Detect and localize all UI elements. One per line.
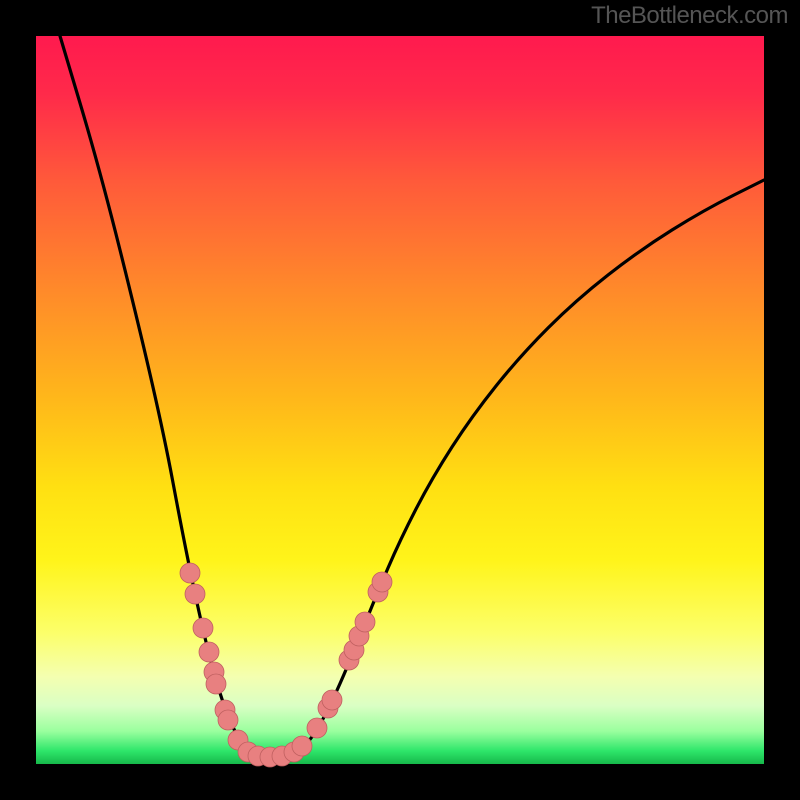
data-marker — [193, 618, 213, 638]
chart-container: TheBottleneck.com — [0, 0, 800, 800]
data-marker — [372, 572, 392, 592]
data-marker — [206, 674, 226, 694]
data-marker — [307, 718, 327, 738]
data-marker — [199, 642, 219, 662]
bottleneck-chart — [0, 0, 800, 800]
watermark-text: TheBottleneck.com — [591, 2, 788, 30]
data-marker — [180, 563, 200, 583]
data-marker — [185, 584, 205, 604]
data-marker — [355, 612, 375, 632]
data-marker — [292, 736, 312, 756]
data-marker — [322, 690, 342, 710]
plot-background — [36, 36, 764, 764]
data-marker — [218, 710, 238, 730]
